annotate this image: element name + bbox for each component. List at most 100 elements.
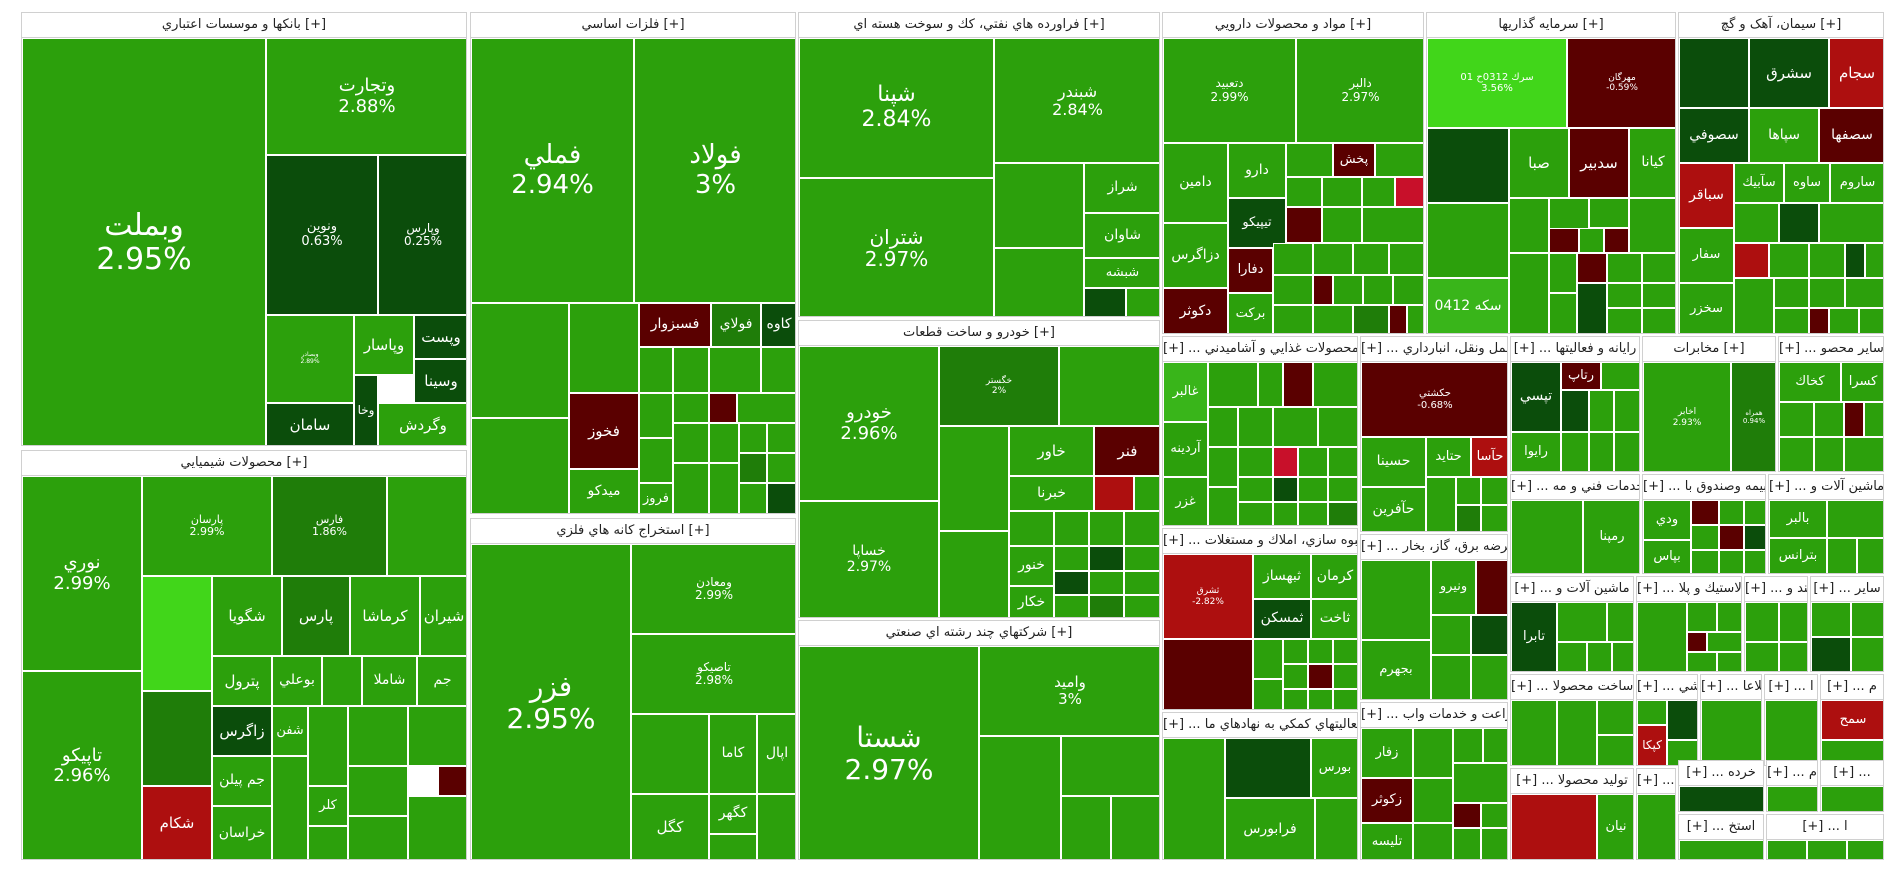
sector-title[interactable]: [+] ... بيمه وصندوق با: [1643, 475, 1765, 500]
stock-tile-skhazar[interactable]: سخزر: [1679, 283, 1734, 333]
stock-tile-div-b[interactable]: [1061, 736, 1159, 796]
stock-tile-tipiko[interactable]: تيپيكو: [1228, 198, 1286, 248]
stock-tile-jam[interactable]: جم: [417, 656, 466, 706]
sector-title[interactable]: [+] ... انبوه سازي، املاك و مستغلات: [1163, 529, 1357, 554]
stock-tile-tasiko[interactable]: تاصيكو 2.98%: [631, 634, 795, 714]
stock-tile-saman[interactable]: سامان: [266, 403, 354, 445]
stock-tile-shavan[interactable]: شاوان: [1084, 213, 1159, 258]
sector-title[interactable]: مواد و محصولات دارويي [+]: [1163, 13, 1423, 38]
stock-tile-damin[interactable]: دامين: [1163, 143, 1228, 223]
stock-tile-kagol[interactable]: كگل: [631, 794, 709, 859]
stock-tile-kama[interactable]: كاما: [709, 714, 757, 794]
sector-title[interactable]: [+] ... خرده: [1679, 761, 1763, 786]
stock-tile-hasa[interactable]: حآسا: [1471, 437, 1507, 477]
stock-tile-parsan[interactable]: پارسان 2.99%: [142, 476, 272, 576]
stock-tile-bouali[interactable]: بوعلي: [272, 656, 322, 706]
stock-tile-vpasar[interactable]: وپاسار: [354, 315, 414, 375]
stock-tile-dadra[interactable]: دالبر 2.97%: [1296, 38, 1423, 143]
stock-tile-jampilen[interactable]: جم پيلن: [212, 756, 272, 806]
stock-tile-shiran[interactable]: شيران: [420, 576, 466, 656]
stock-tile-khavar[interactable]: خاور: [1009, 426, 1094, 476]
sector-title[interactable]: [+] ... ا: [1765, 675, 1817, 700]
stock-tile-fameli[interactable]: فملي 2.94%: [471, 38, 634, 303]
stock-tile-faroz[interactable]: فروز: [639, 483, 673, 513]
stock-tile-util-a[interactable]: [1361, 560, 1431, 640]
stock-tile-seke[interactable]: سكه 0412: [1427, 278, 1509, 333]
sector-title[interactable]: [+] ... عرضه برق، گاز، بخار: [1361, 535, 1507, 560]
sector-title[interactable]: [+] ... ا: [1767, 815, 1883, 840]
stock-tile-shbandar[interactable]: شبندر 2.84%: [994, 38, 1159, 163]
stock-tile-saveh[interactable]: ساوه: [1784, 163, 1830, 203]
stock-tile-tisi[interactable]: تپسي: [1511, 362, 1561, 432]
sector-title[interactable]: [+] ... رايانه و فعاليتها: [1511, 337, 1639, 362]
stock-tile-sadbir[interactable]: سدبير: [1569, 128, 1629, 198]
stock-tile-vtejarat[interactable]: وتجارت 2.88%: [266, 38, 466, 155]
stock-tile-dzagros[interactable]: دزاگرس: [1163, 223, 1228, 288]
stock-tile-mining-a[interactable]: [631, 714, 709, 794]
stock-tile-sbahsaz[interactable]: ثبهساز: [1253, 554, 1311, 599]
sector-title[interactable]: [+] ... محصولات غذايي و آشاميدني: [1163, 337, 1357, 362]
stock-tile-fa-b[interactable]: [1225, 738, 1311, 798]
stock-tile-metal-a[interactable]: [471, 303, 569, 418]
stock-tile-shamla[interactable]: شاملا: [362, 656, 417, 706]
stock-tile-tapiko[interactable]: تاپيكو 2.96%: [22, 671, 142, 859]
stock-tile-apal[interactable]: اپال: [757, 714, 795, 794]
sector-title[interactable]: [+] ... ماشين آلات و: [1511, 577, 1633, 602]
sector-title[interactable]: [+] ... ساير: [1811, 577, 1883, 602]
stock-tile-bjahrom[interactable]: بجهرم: [1361, 640, 1431, 699]
stock-tile-khenor[interactable]: خنور: [1009, 546, 1054, 586]
stock-tile-vbias[interactable]: بپاس: [1643, 540, 1691, 573]
sector-title[interactable]: [+] ... حمل ونقل، انبارداري: [1361, 337, 1507, 362]
sector-title[interactable]: [+] ... خدمات فني و مه: [1511, 475, 1639, 500]
sector-title[interactable]: محصولات شيميايي [+]: [22, 451, 466, 476]
stock-tile-ref-b[interactable]: [994, 248, 1084, 316]
stock-tile-khorasan[interactable]: خراسان: [212, 806, 272, 859]
sector-title[interactable]: [+] ... فعاليتهاي كمكي به نهادهاي ما: [1163, 713, 1357, 738]
stock-tile-auto-a[interactable]: [1059, 346, 1159, 426]
stock-tile-sejam[interactable]: سجام: [1829, 38, 1883, 108]
stock-tile-fa-a[interactable]: [1163, 738, 1225, 859]
stock-tile-sabik[interactable]: سآبيك: [1734, 163, 1784, 203]
sector-title[interactable]: بانکها و موسسات اعتباري [+]: [22, 13, 466, 38]
sector-title[interactable]: [+] ... قند و: [1745, 577, 1807, 602]
stock-tile-akhaber[interactable]: اخابر 2.93%: [1643, 362, 1731, 471]
stock-tile-sepaha[interactable]: سپاها: [1749, 108, 1819, 163]
stock-tile-shepna[interactable]: شپنا 2.84%: [799, 38, 994, 178]
stock-tile-kalr[interactable]: كلر: [308, 786, 348, 826]
sector-title[interactable]: [+] ... كاشي: [1637, 675, 1697, 700]
stock-tile-dfara[interactable]: دفارا: [1228, 248, 1273, 293]
stock-tile-fanar[interactable]: فنر: [1094, 426, 1159, 476]
sector-title[interactable]: [+] ... ساير محصو: [1779, 337, 1883, 362]
stock-tile-fooladi[interactable]: فولاي: [711, 303, 761, 347]
stock-tile-inv-b[interactable]: [1427, 203, 1509, 278]
stock-tile-vmaaden[interactable]: ومعادن 2.99%: [631, 544, 795, 634]
stock-tile-metal-c[interactable]: [569, 303, 639, 393]
stock-tile-hasina[interactable]: حسينا: [1361, 437, 1426, 487]
stock-tile-fars[interactable]: فارس 1.86%: [272, 476, 387, 576]
stock-tile-ssofi[interactable]: سصوفي: [1679, 108, 1749, 163]
stock-tile-ghaleb[interactable]: غالبر: [1163, 362, 1208, 422]
stock-tile-haftashi[interactable]: حكشتي -0.68%: [1361, 362, 1507, 437]
stock-tile-kermasha[interactable]: كرماشا: [350, 576, 420, 656]
stock-tile-inv-a[interactable]: [1427, 128, 1509, 203]
stock-tile-vpost[interactable]: وپست: [414, 315, 466, 359]
stock-tile-khsapa[interactable]: خساپا 2.97%: [799, 501, 939, 617]
stock-tile-balbor[interactable]: بالبر: [1769, 500, 1827, 538]
stock-tile-shasta[interactable]: شستا 2.97%: [799, 646, 979, 859]
stock-tile-sshargh[interactable]: سشرق: [1749, 38, 1829, 108]
stock-tile-shakha[interactable]: [322, 656, 362, 706]
stock-tile-sheshragh[interactable]: ثشرق -2.82%: [1163, 554, 1253, 639]
stock-tile-farabourse[interactable]: فرابورس: [1225, 798, 1315, 859]
stock-tile-kekhak[interactable]: كخاك: [1779, 362, 1841, 402]
stock-tile-mehrgan[interactable]: مهرگان -0.59%: [1567, 38, 1675, 128]
stock-tile-pars[interactable]: پارس: [282, 576, 350, 656]
stock-tile-vamid[interactable]: واميد 3%: [979, 646, 1159, 736]
stock-tile-div-a[interactable]: [979, 736, 1061, 859]
stock-tile-cem-a[interactable]: [1679, 38, 1749, 108]
stock-tile-chem-a[interactable]: [387, 476, 466, 576]
stock-tile-vomid[interactable]: وبصادر 2.89%: [266, 315, 354, 403]
stock-tile-fzar[interactable]: فزر 2.95%: [471, 544, 631, 859]
stock-tile-foolad[interactable]: فولاد 3%: [634, 38, 795, 303]
sector-title[interactable]: استخراج کانه هاي فلزي [+]: [471, 519, 795, 544]
stock-tile-util-b[interactable]: [1476, 560, 1507, 615]
